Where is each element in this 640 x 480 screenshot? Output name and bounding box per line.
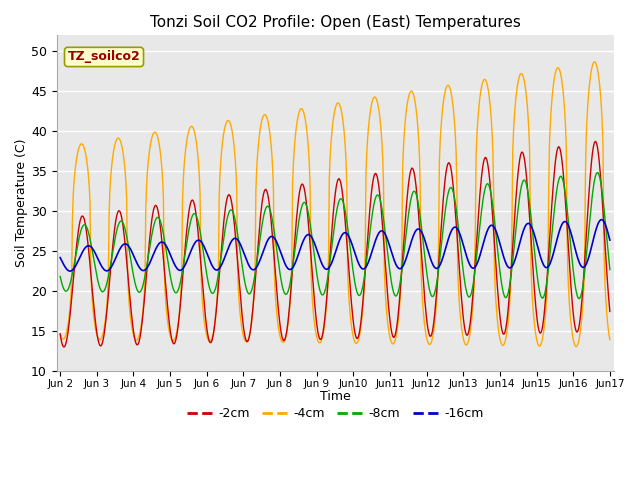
Y-axis label: Soil Temperature (C): Soil Temperature (C)	[15, 139, 28, 267]
X-axis label: Time: Time	[319, 390, 350, 403]
Legend: -2cm, -4cm, -8cm, -16cm: -2cm, -4cm, -8cm, -16cm	[182, 402, 488, 425]
Text: TZ_soilco2: TZ_soilco2	[68, 50, 140, 63]
Title: Tonzi Soil CO2 Profile: Open (East) Temperatures: Tonzi Soil CO2 Profile: Open (East) Temp…	[150, 15, 520, 30]
